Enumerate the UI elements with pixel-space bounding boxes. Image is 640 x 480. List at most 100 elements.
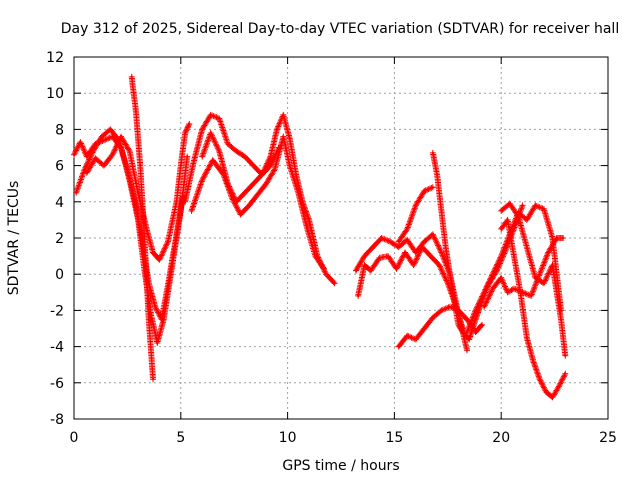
data-point bbox=[102, 164, 106, 167]
data-point bbox=[275, 128, 279, 131]
data-point bbox=[561, 236, 565, 240]
data-point bbox=[440, 309, 443, 312]
data-point bbox=[92, 149, 95, 153]
data-point bbox=[406, 238, 409, 242]
data-point bbox=[557, 385, 561, 388]
data-point bbox=[354, 269, 358, 272]
chart-title: Day 312 of 2025, Sidereal Day-to-day VTE… bbox=[61, 21, 619, 37]
data-point bbox=[273, 168, 276, 171]
data-point bbox=[147, 318, 150, 321]
data-point bbox=[500, 254, 503, 258]
series-markers bbox=[128, 73, 156, 383]
data-point bbox=[380, 236, 383, 240]
series-prn-p bbox=[498, 200, 569, 359]
data-point bbox=[423, 189, 426, 193]
series-prn-j bbox=[395, 184, 436, 245]
data-point bbox=[395, 267, 398, 270]
data-point bbox=[134, 110, 138, 113]
series-prn-f bbox=[188, 133, 327, 272]
data-point bbox=[166, 240, 170, 243]
data-point bbox=[480, 323, 484, 327]
y-tick-label: 6 bbox=[55, 159, 64, 175]
data-point bbox=[525, 336, 529, 339]
data-point bbox=[297, 191, 300, 194]
y-tick-label: 2 bbox=[55, 231, 64, 247]
data-point bbox=[136, 191, 140, 194]
data-point bbox=[457, 309, 460, 312]
data-point bbox=[457, 323, 460, 327]
data-point bbox=[544, 390, 548, 394]
data-point bbox=[388, 240, 392, 243]
data-point bbox=[356, 294, 360, 298]
data-point bbox=[226, 142, 229, 146]
data-point bbox=[192, 160, 195, 164]
series-prn-g bbox=[199, 130, 283, 205]
data-point bbox=[559, 318, 563, 321]
data-point bbox=[269, 155, 272, 158]
data-point bbox=[252, 182, 255, 185]
series-prn-e bbox=[182, 111, 338, 287]
data-point bbox=[200, 155, 204, 158]
data-point bbox=[474, 309, 477, 312]
data-point bbox=[143, 236, 146, 240]
data-point bbox=[397, 240, 400, 243]
data-point bbox=[277, 146, 281, 149]
series-prn-i bbox=[353, 231, 470, 354]
data-series bbox=[71, 73, 569, 401]
data-point bbox=[179, 164, 182, 167]
data-point bbox=[491, 287, 494, 290]
data-point bbox=[130, 75, 133, 79]
data-point bbox=[209, 131, 212, 135]
data-point bbox=[288, 164, 291, 167]
data-point bbox=[243, 155, 247, 158]
data-point bbox=[500, 209, 503, 213]
axis-ticks: 0 5 10 15 20 25 -8 -6 -4 -2 0 2 4 6 8 10 12 bbox=[46, 50, 617, 446]
data-point bbox=[247, 204, 251, 207]
y-tick-label: -6 bbox=[50, 376, 64, 392]
data-point bbox=[188, 122, 191, 126]
y-tick-label: 8 bbox=[55, 122, 64, 138]
y-axis-label: SDTVAR / TECUs bbox=[6, 181, 22, 296]
data-point bbox=[256, 193, 259, 196]
data-point bbox=[183, 131, 187, 135]
data-point bbox=[243, 191, 247, 194]
data-point bbox=[72, 153, 76, 156]
data-point bbox=[482, 291, 486, 294]
data-point bbox=[314, 254, 317, 258]
data-point bbox=[431, 316, 435, 319]
data-point bbox=[322, 267, 326, 270]
data-point bbox=[403, 251, 407, 254]
data-point bbox=[538, 273, 541, 276]
series-prn-l bbox=[395, 303, 485, 350]
data-point bbox=[506, 218, 509, 222]
data-point bbox=[525, 245, 529, 249]
y-tick-label: -4 bbox=[50, 340, 64, 356]
data-point bbox=[440, 251, 443, 254]
data-point bbox=[440, 209, 443, 213]
data-point bbox=[438, 263, 441, 267]
data-point bbox=[226, 182, 229, 185]
data-point bbox=[378, 256, 381, 260]
data-point bbox=[307, 218, 311, 222]
data-point bbox=[551, 263, 554, 267]
data-point bbox=[166, 283, 170, 287]
data-point bbox=[156, 341, 159, 345]
data-point bbox=[139, 164, 142, 167]
data-point bbox=[444, 245, 447, 249]
data-point bbox=[109, 128, 112, 131]
data-point bbox=[406, 334, 409, 337]
data-point bbox=[467, 338, 471, 341]
data-point bbox=[431, 151, 435, 155]
x-tick-label: 0 bbox=[70, 430, 79, 446]
data-point bbox=[126, 168, 129, 171]
series-prn-k bbox=[429, 149, 526, 343]
data-point bbox=[551, 236, 554, 240]
data-point bbox=[465, 318, 469, 321]
data-point bbox=[79, 140, 82, 144]
data-point bbox=[218, 117, 221, 120]
data-point bbox=[85, 171, 89, 175]
data-point bbox=[260, 173, 264, 176]
data-point bbox=[542, 282, 546, 285]
y-tick-label: 4 bbox=[55, 195, 64, 211]
data-point bbox=[158, 258, 161, 261]
